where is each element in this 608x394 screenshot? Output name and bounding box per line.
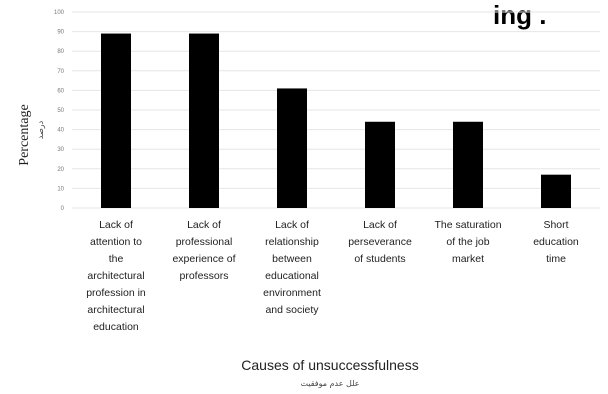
y-tick-label: 10 [57,186,64,192]
y-tick-label: 90 [57,30,64,36]
cropped-heading-fragment: ing . [493,0,546,30]
y-tick-label: 30 [57,147,64,153]
x-category-label: Lack of relationship between educational env… [263,219,321,316]
x-category-label: Lack of attention to the architectural profe… [86,219,146,333]
y-tick-label: 50 [57,108,64,114]
y-tick-label: 60 [57,88,64,94]
bars [101,33,571,209]
bar [277,88,307,208]
y-axis-label: Percentage [17,104,32,165]
bar [453,121,483,208]
y-tick-label: 40 [57,128,64,134]
y-axis-sublabel: درصد [36,120,45,139]
y-tick-label: 80 [57,49,64,55]
x-category-label: The saturation of the job market [434,219,501,265]
x-category-label: Lack of perseverance of students [348,219,412,265]
bar [189,33,219,209]
x-category-label: Short education time [533,219,579,265]
y-tick-label: 100 [54,10,65,16]
gridlines [72,11,600,209]
y-tick-label: 20 [57,167,64,173]
category-labels: Lack of attention to the architectural profe… [86,219,579,333]
bar [101,33,131,209]
x-axis-label: Causes of unsuccessfulness [241,357,418,373]
y-tick-labels: 0 10 20 30 40 50 60 70 80 90 100 [54,10,65,212]
x-category-label: Lack of professional experience of professo… [172,219,235,282]
y-tick-label: 70 [57,69,64,75]
x-axis-sublabel: علل عدم موفقیت [300,379,359,388]
bar [541,174,571,208]
bar [365,121,395,208]
y-tick-label: 0 [61,206,65,212]
